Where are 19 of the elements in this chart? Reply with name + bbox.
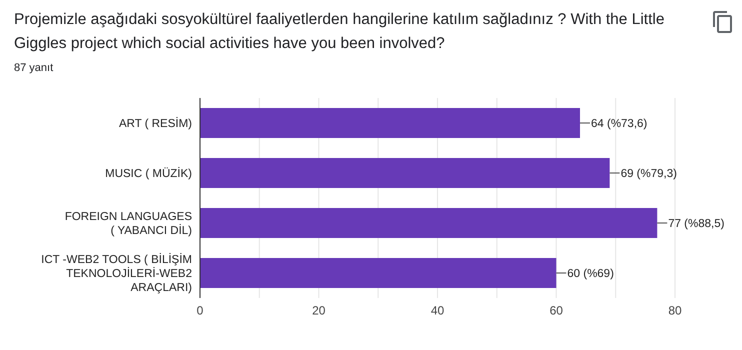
bar [200, 108, 580, 138]
x-tick-label: 20 [312, 304, 326, 318]
x-tick-label: 40 [430, 304, 444, 318]
data-label: 69 (%79,3) [620, 168, 678, 180]
y-tick-label: MUSIC ( MÜZİK) [105, 167, 192, 180]
data-label: 64 (%73,6) [591, 118, 648, 130]
data-label: 77 (%88,5) [668, 218, 725, 230]
bar [200, 208, 658, 238]
x-tick-label: 60 [550, 304, 564, 318]
x-tick-label: 0 [196, 304, 204, 318]
bar [200, 258, 556, 288]
y-tick-label: ICT -WEB2 TOOLS ( BİLİŞİM TEKNOLOJİLERİ-WEB2 ARAÇLARI) [41, 253, 192, 294]
bar [200, 158, 610, 188]
x-tick-label: 80 [668, 304, 682, 318]
data-label: 60 (%69) [567, 268, 614, 280]
y-tick-label: FOREIGN LANGUAGES ( YABANCI DİL) [64, 211, 192, 238]
text: 87 yanıt [14, 62, 54, 74]
chart-title: Projemizle aşağıdaki sosyokültürel faaliyetlerden hangilerine katılım sağladınız ? With the Little Giggles project which social activities have you been involved? [14, 10, 666, 54]
y-tick-label: ART ( RESİM) [118, 117, 192, 130]
